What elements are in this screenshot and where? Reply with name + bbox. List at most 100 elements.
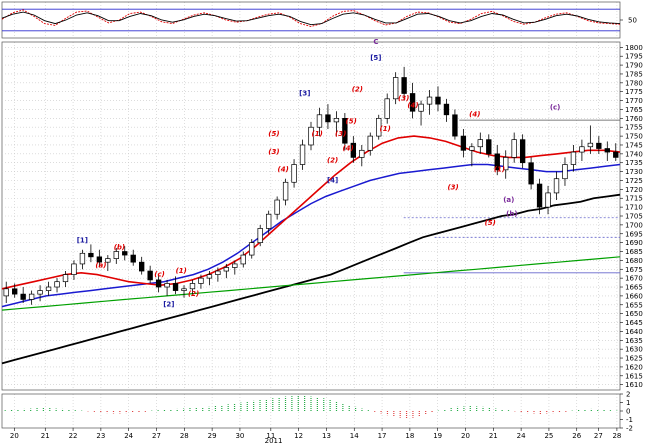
candle-body: [596, 142, 602, 149]
price-y-tick-label: 1690: [625, 239, 643, 247]
price-y-tick-label: 1670: [625, 275, 643, 283]
candle: [316, 107, 323, 137]
candle: [477, 132, 483, 154]
wave-label: (3): [268, 148, 279, 156]
oscillator-y-tick-label: 50: [628, 17, 637, 25]
price-y-tick-label: 1760: [625, 115, 643, 123]
candle: [130, 249, 136, 266]
price-y-tick-label: 1680: [625, 257, 643, 265]
candle: [426, 89, 433, 115]
wave-label: (a): [95, 261, 106, 269]
candle: [494, 144, 500, 176]
price-y-tick-label: 1715: [625, 195, 643, 203]
candle: [613, 143, 619, 161]
candle: [147, 265, 153, 284]
candle-body: [257, 228, 263, 243]
candle: [20, 287, 26, 303]
candle: [579, 139, 585, 161]
x-tick-label: 24: [124, 432, 133, 440]
wave-label: [1]: [77, 237, 88, 245]
candle-body: [587, 142, 594, 148]
price-y-tick-label: 1655: [625, 301, 643, 309]
x-tick-label: 28: [180, 432, 189, 440]
wave-label: (3): [447, 183, 458, 191]
candle-body: [409, 93, 416, 112]
candle: [12, 283, 18, 298]
price-y-tick-label: 1620: [625, 363, 643, 371]
candle: [62, 271, 69, 288]
x-tick-label: 14: [350, 432, 359, 440]
wave-label: (5): [346, 118, 357, 126]
candle: [469, 143, 475, 167]
x-tick-label: 24: [517, 432, 526, 440]
candle: [45, 281, 52, 296]
candle: [265, 210, 272, 234]
price-y-tick-label: 1790: [625, 62, 643, 70]
wave-label: [3]: [299, 89, 310, 97]
histogram-y-tick-label: -2: [626, 425, 633, 433]
candle-body: [536, 183, 543, 208]
price-y-tick-label: 1750: [625, 133, 643, 141]
candle-body: [130, 254, 136, 263]
candle: [359, 144, 365, 167]
x-tick-label: 21: [41, 432, 50, 440]
candle-body: [105, 258, 111, 263]
wave-label: (a): [503, 196, 514, 204]
price-y-tick-label: 1635: [625, 337, 643, 345]
candle-body: [45, 286, 52, 291]
candle: [511, 132, 517, 163]
candle-body: [469, 146, 475, 151]
candle: [333, 111, 340, 137]
price-y-tick-label: 1700: [625, 221, 643, 229]
price-series-line: [1, 135, 621, 290]
price-y-tick-label: 1735: [625, 159, 643, 167]
candle: [528, 157, 534, 190]
x-tick-label: 20: [10, 432, 19, 440]
candle: [291, 159, 297, 188]
candle: [282, 178, 289, 206]
candle-body: [181, 288, 187, 291]
candle-body: [613, 151, 619, 158]
candle: [409, 82, 416, 119]
price-y-tick-label: 1745: [625, 141, 643, 149]
candle-body: [553, 178, 560, 194]
candle: [3, 281, 9, 303]
candle: [562, 157, 568, 186]
candle: [418, 100, 424, 126]
candle-body: [477, 139, 483, 148]
candle-body: [579, 146, 585, 153]
candle-body: [28, 293, 35, 300]
wave-label: [5]: [370, 54, 381, 62]
x-tick-label: 13: [322, 432, 331, 440]
candle-body: [155, 279, 162, 288]
candle-body: [604, 148, 610, 153]
candle-body: [316, 114, 323, 128]
price-pane: 1610161516201625163016351640164516501655…: [1, 38, 643, 391]
candle: [604, 141, 610, 161]
price-y-tick-label: 1740: [625, 150, 643, 158]
candle: [223, 263, 230, 279]
candle: [96, 249, 103, 268]
candle: [587, 125, 594, 154]
histogram-pane: 210-1-2: [1, 391, 633, 433]
price-y-tick-label: 1615: [625, 372, 643, 380]
oscillator-pane: 50: [1, 1, 637, 39]
candle: [206, 271, 213, 286]
candle-body: [198, 277, 204, 284]
histogram-y-tick-label: 2: [626, 391, 630, 399]
candle: [376, 114, 382, 140]
candle-body: [392, 77, 399, 100]
candle: [308, 121, 314, 151]
candle-body: [240, 254, 246, 265]
candle-body: [206, 274, 213, 279]
candle: [325, 104, 331, 129]
candle: [299, 139, 306, 170]
candle: [486, 134, 492, 158]
x-tick-label: 19: [433, 432, 442, 440]
wave-label: (2): [188, 290, 199, 298]
candle: [596, 136, 602, 154]
candle-body: [54, 281, 60, 288]
x-tick-label: 28: [612, 432, 621, 440]
price-y-tick-label: 1665: [625, 284, 643, 292]
candle: [215, 267, 221, 282]
